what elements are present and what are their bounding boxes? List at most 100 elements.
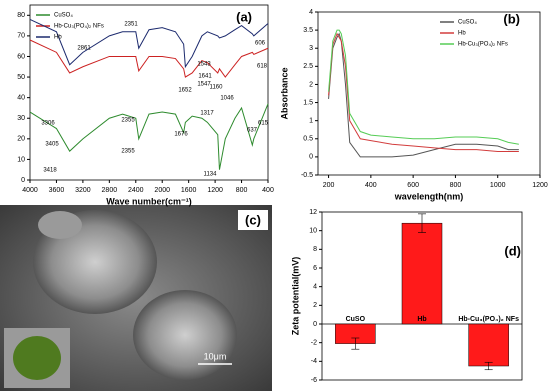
series-line	[328, 32, 519, 152]
x-tick-label: 800	[236, 187, 248, 194]
legend-label: CuSO₄	[54, 13, 73, 19]
x-tick-label: 4000	[22, 187, 38, 194]
x-tick-label: 1600	[181, 187, 197, 194]
y-tick-label: -0.5	[301, 172, 313, 179]
y-tick-label: 10	[309, 228, 317, 235]
y-tick-label: 6	[313, 265, 317, 272]
panel-label: (a)	[236, 9, 252, 24]
annotation: 2355	[121, 118, 135, 124]
bar	[468, 323, 509, 367]
inset-particle	[13, 336, 61, 380]
x-tick-label: 600	[407, 182, 419, 189]
bar	[401, 222, 443, 325]
x-tick-label: 200	[323, 182, 335, 189]
y-axis-label: Zeta potential(mV)	[290, 257, 300, 336]
y-tick-label: -4	[311, 358, 317, 365]
x-tick-label: 3600	[49, 187, 65, 194]
plot-frame	[317, 11, 541, 176]
y-tick-label: -6	[311, 377, 317, 384]
y-tick-label: 3	[309, 45, 313, 52]
annotation: 3306	[41, 121, 55, 127]
y-tick-label: 70	[17, 33, 25, 40]
x-tick-label: 800	[450, 182, 462, 189]
annotation: 1676	[174, 132, 188, 138]
annotation: 1160	[210, 85, 224, 91]
y-axis-label: Absorbance	[279, 67, 289, 119]
category-label: Hb-Cu₃(PO₄)₂ NFs	[458, 316, 519, 323]
sem-image: 10μm (c)	[0, 205, 272, 391]
y-tick-label: 0	[313, 321, 317, 328]
annotation: 1547	[197, 82, 211, 88]
x-tick-label: 400	[262, 187, 274, 194]
y-tick-label: 4	[313, 284, 317, 291]
y-tick-label: 2	[309, 81, 313, 88]
y-tick-label: 1	[309, 118, 313, 125]
x-tick-label: 1000	[490, 182, 506, 189]
y-tick-label: 8	[313, 246, 317, 253]
y-tick-label: 80	[17, 12, 25, 19]
y-tick-label: 60	[17, 53, 25, 60]
x-tick-label: 3200	[75, 187, 91, 194]
annotation: 2351	[124, 22, 138, 28]
series-line	[29, 18, 269, 69]
x-tick-label: 1200	[207, 187, 223, 194]
x-tick-label: 2800	[102, 187, 118, 194]
annotation: 606	[255, 41, 266, 47]
y-tick-label: 2.5	[303, 63, 313, 70]
x-tick-label: 400	[365, 182, 377, 189]
y-tick-label: 10	[17, 156, 25, 163]
y-tick-label: 2	[313, 302, 317, 309]
annotation: 3418	[43, 168, 57, 174]
annotation: 1543	[197, 62, 211, 68]
series-line	[328, 32, 519, 158]
scale-label: 10μm	[204, 351, 227, 361]
y-tick-label: 20	[17, 136, 25, 143]
series-line	[29, 103, 269, 170]
series-line	[29, 39, 269, 78]
annotation: 1652	[178, 88, 192, 94]
y-tick-label: 0	[21, 177, 25, 184]
annotation: 1046	[220, 96, 234, 102]
y-tick-label: 40	[17, 94, 25, 101]
x-axis-label: Wave number(cm⁻¹)	[106, 196, 191, 206]
category-label: CuSO	[346, 316, 366, 323]
annotation: 618	[257, 64, 268, 70]
flower	[133, 290, 237, 380]
annotation: 3405	[45, 142, 59, 148]
panel-label: (b)	[503, 11, 520, 26]
x-tick-label: 2400	[128, 187, 144, 194]
flower	[38, 211, 82, 239]
y-tick-label: 0	[309, 154, 313, 161]
y-tick-label: 4	[309, 9, 313, 16]
legend-label: Hb-Cu₃(PO₄)₂ NFs	[458, 42, 508, 48]
x-tick-label: 2000	[154, 187, 170, 194]
panel-label: (c)	[245, 212, 261, 227]
y-tick-label: 12	[309, 209, 317, 216]
annotation: 637	[247, 128, 258, 134]
y-tick-label: 3.5	[303, 27, 313, 34]
legend-label: Hb-Cu₃(PO₄)₂ NFs	[54, 24, 104, 30]
annotation: 2355	[121, 149, 135, 155]
y-tick-label: 1.5	[303, 99, 313, 106]
plot-frame	[321, 211, 523, 381]
panel-label: (d)	[504, 243, 521, 258]
annotation: 1134	[204, 172, 218, 178]
legend-label: Hb	[54, 35, 62, 41]
annotation: 1641	[198, 74, 212, 80]
x-axis-label: wavelength(nm)	[394, 191, 464, 201]
y-tick-label: -2	[311, 340, 317, 347]
plot-frame	[29, 4, 269, 181]
annotation: 2861	[77, 46, 91, 52]
x-tick-label: 1200	[532, 182, 548, 189]
y-tick-label: 30	[17, 115, 25, 122]
legend-label: CuSO₄	[458, 20, 477, 26]
series-line	[328, 29, 519, 145]
annotation: 1317	[200, 111, 214, 117]
legend-label: Hb	[458, 31, 466, 37]
annotation: 615	[258, 121, 269, 127]
category-label: Hb	[417, 316, 426, 323]
label-box	[238, 210, 268, 230]
y-tick-label: 50	[17, 74, 25, 81]
